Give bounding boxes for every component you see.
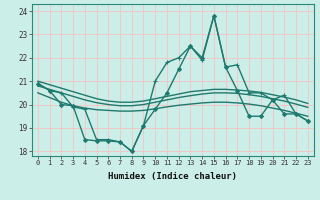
X-axis label: Humidex (Indice chaleur): Humidex (Indice chaleur) — [108, 172, 237, 181]
